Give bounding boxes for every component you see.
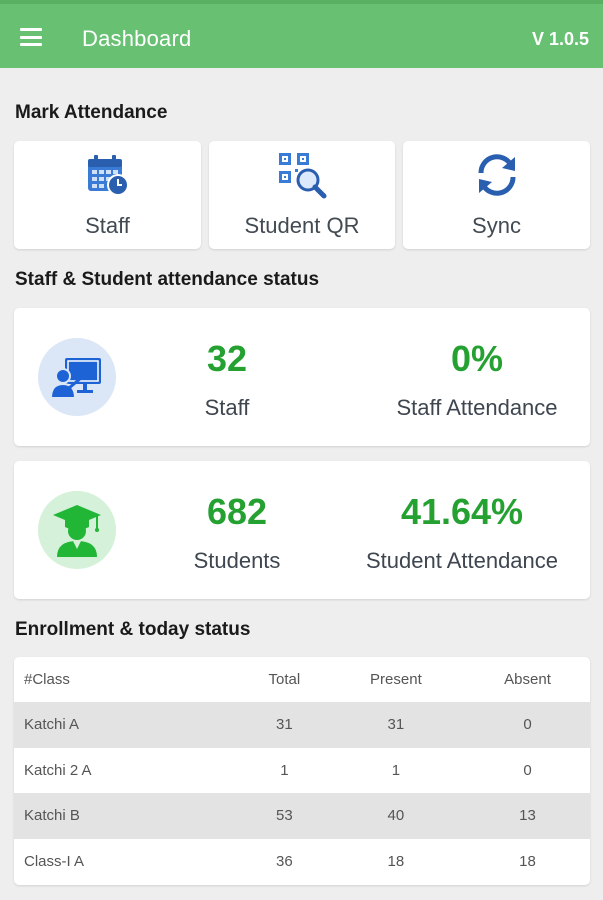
student-attendance-label: Student Attendance bbox=[365, 548, 559, 573]
present-cell: 18 bbox=[387, 852, 405, 870]
enrollment-table: #Class Total Present Absent Katchi A 31 … bbox=[14, 657, 590, 884]
enrollment-table-card: #Class Total Present Absent Katchi A 31 … bbox=[14, 657, 590, 885]
column-header-present[interactable]: Present bbox=[370, 671, 422, 688]
sync-action-label: Sync bbox=[472, 213, 521, 238]
class-cell: Class-I A bbox=[24, 852, 85, 870]
table-header-row: #Class Total Present Absent bbox=[14, 657, 590, 702]
present-cell: 1 bbox=[391, 761, 401, 779]
student-status-card: 682 Students 41.64% Student Attendance bbox=[14, 461, 590, 599]
enrollment-heading: Enrollment & today status bbox=[15, 619, 251, 640]
student-qr-action-label: Student QR bbox=[244, 213, 360, 238]
table-row[interactable]: Class-I A 36 18 18 bbox=[14, 839, 590, 885]
staff-attendance-button[interactable]: Staff bbox=[14, 141, 201, 249]
staff-count: 32 bbox=[206, 338, 248, 379]
page-title: Dashboard bbox=[82, 26, 192, 51]
teacher-board-icon bbox=[38, 338, 116, 416]
staff-attendance-percent: 0% bbox=[450, 338, 504, 379]
present-cell: 40 bbox=[326, 793, 466, 839]
graduate-student-icon bbox=[38, 491, 116, 569]
absent-cell: 0 bbox=[523, 761, 532, 779]
class-cell: Katchi A bbox=[14, 702, 242, 748]
staff-count-label: Staff bbox=[204, 395, 250, 420]
column-header-absent[interactable]: Absent bbox=[504, 671, 551, 688]
absent-cell: 0 bbox=[465, 702, 590, 748]
absent-cell: 18 bbox=[519, 852, 536, 870]
total-cell: 53 bbox=[242, 793, 327, 839]
table-row[interactable]: Katchi 2 A 1 1 0 bbox=[14, 748, 590, 794]
student-count: 682 bbox=[206, 491, 268, 532]
calendar-clock-icon bbox=[82, 149, 134, 201]
attendance-status-heading: Staff & Student attendance status bbox=[15, 269, 320, 290]
version-label: V 1.0.5 bbox=[531, 29, 589, 49]
hamburger-menu-icon[interactable] bbox=[18, 26, 44, 48]
student-attendance-percent: 41.64% bbox=[400, 491, 524, 532]
app-bar: Dashboard V 1.0.5 bbox=[0, 0, 603, 68]
absent-cell: 13 bbox=[465, 793, 590, 839]
staff-attendance-label: Staff Attendance bbox=[396, 395, 558, 420]
mark-attendance-heading: Mark Attendance bbox=[15, 102, 168, 123]
class-cell: Katchi 2 A bbox=[24, 761, 92, 779]
total-cell: 36 bbox=[276, 852, 293, 870]
table-row[interactable]: Katchi B 53 40 13 bbox=[14, 793, 590, 839]
student-count-label: Students bbox=[193, 548, 281, 573]
staff-action-label: Staff bbox=[85, 213, 130, 238]
sync-button[interactable]: Sync bbox=[403, 141, 590, 249]
table-row[interactable]: Katchi A 31 31 0 bbox=[14, 702, 590, 748]
class-cell: Katchi B bbox=[14, 793, 242, 839]
student-qr-button[interactable]: Student QR bbox=[209, 141, 395, 249]
total-cell: 1 bbox=[280, 761, 289, 779]
total-cell: 31 bbox=[242, 702, 327, 748]
staff-status-card: 32 Staff 0% Staff Attendance bbox=[14, 308, 590, 446]
qr-search-icon bbox=[276, 149, 328, 201]
sync-icon bbox=[471, 149, 523, 201]
column-header-total[interactable]: Total bbox=[268, 671, 301, 688]
column-header-class[interactable]: #Class bbox=[24, 671, 70, 688]
present-cell: 31 bbox=[326, 702, 466, 748]
